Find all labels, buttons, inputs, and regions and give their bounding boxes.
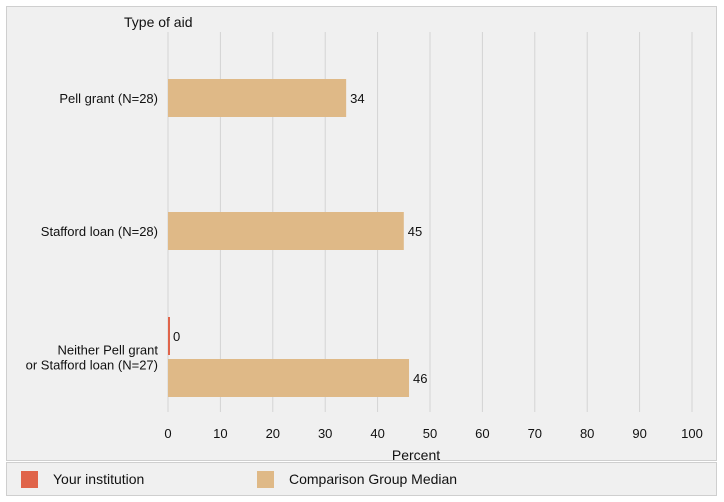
bar-comparison-group-median <box>168 79 347 117</box>
data-label-comparison: 34 <box>350 91 364 106</box>
category-label: or Stafford loan (N=27) <box>26 358 158 373</box>
legend-item-your-institution: Your institution <box>21 463 144 495</box>
x-tick-label: 100 <box>681 426 703 441</box>
data-label-comparison: 45 <box>408 224 422 239</box>
chart-title: Type of aid <box>124 14 193 30</box>
legend-item-comparison-group-median: Comparison Group Median <box>257 463 457 495</box>
bar-chart: 34 45 46 0 0 10 20 30 40 50 60 70 80 90 100 Pell gran… <box>26 14 703 462</box>
legend-swatch-your-institution <box>21 470 38 488</box>
x-tick-labels: 0 10 20 30 40 50 60 70 80 90 100 <box>164 426 702 441</box>
category-label: Stafford loan (N=28) <box>41 224 158 239</box>
chart-panel: 34 45 46 0 0 10 20 30 40 50 60 70 80 90 100 Pell gran… <box>6 6 717 462</box>
bar-comparison-group-median <box>168 212 404 250</box>
x-axis-label: Percent <box>392 447 440 462</box>
x-tick-label: 90 <box>632 426 646 441</box>
x-tick-label: 30 <box>318 426 332 441</box>
data-label-comparison: 46 <box>413 371 427 386</box>
bar-your-institution <box>168 317 170 355</box>
x-tick-label: 50 <box>423 426 437 441</box>
x-tick-label: 80 <box>580 426 594 441</box>
x-tick-label: 0 <box>164 426 171 441</box>
x-tick-label: 20 <box>266 426 280 441</box>
category-label: Neither Pell grant <box>58 343 159 358</box>
x-tick-label: 40 <box>370 426 384 441</box>
legend-label-comparison-group-median: Comparison Group Median <box>289 471 458 487</box>
x-tick-label: 60 <box>475 426 489 441</box>
category-labels: Pell grant (N=28) Stafford loan (N=28) Nei… <box>26 91 159 373</box>
x-tick-label: 10 <box>213 426 227 441</box>
legend: Your institution Comparison Group Median <box>6 462 717 496</box>
data-label-your-institution: 0 <box>173 329 180 344</box>
bar-comparison-group-median <box>168 359 410 397</box>
legend-label-your-institution: Your institution <box>53 471 145 487</box>
category-label: Pell grant (N=28) <box>59 91 158 106</box>
bars: 34 45 46 0 <box>168 79 428 397</box>
x-tick-label: 70 <box>528 426 542 441</box>
legend-swatch-comparison-group-median <box>257 470 274 488</box>
